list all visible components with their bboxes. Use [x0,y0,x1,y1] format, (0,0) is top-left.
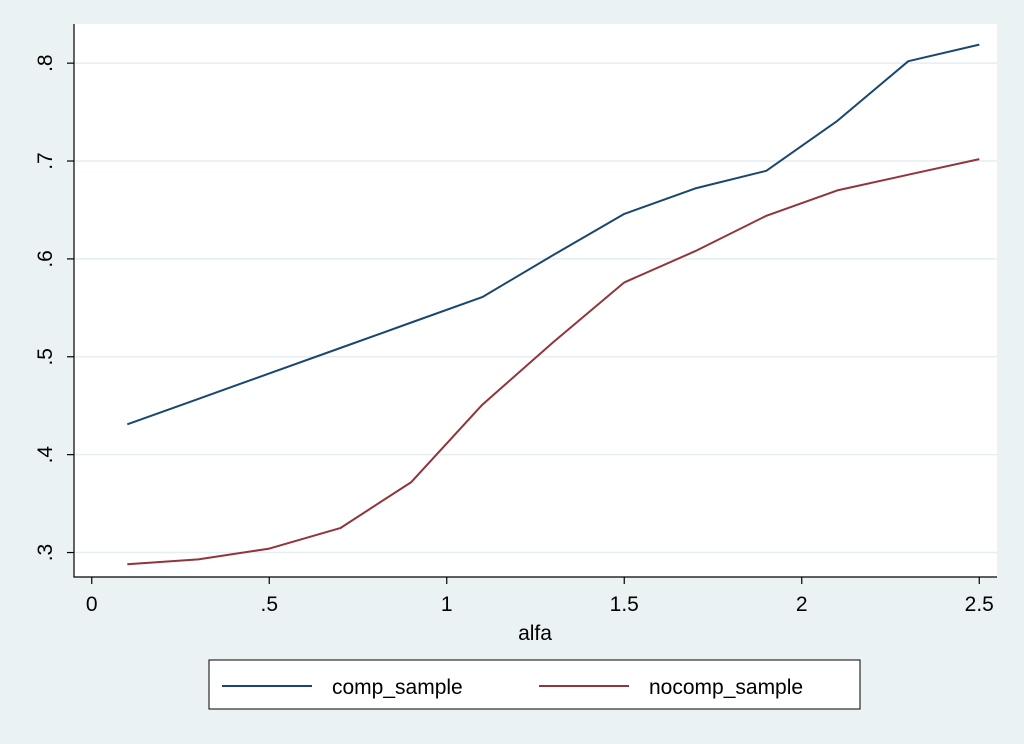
y-tick-label: .4 [34,446,57,464]
legend-box [208,659,861,710]
y-tick-label: .3 [34,544,57,562]
plot-area [74,24,997,577]
y-tick-label: .7 [34,152,57,170]
x-tick-label: 2 [796,593,808,616]
axes: .3 .4 .5 .6 .7 .8 0 .5 1 1.5 2 2.5 [34,24,997,616]
y-tick-label: .8 [34,54,57,72]
x-tick-label: 0 [86,593,98,616]
y-tick-label: .6 [34,250,57,268]
legend-label: nocomp_sample [649,676,803,699]
legend: comp_sample nocomp_sample [208,659,861,710]
x-tick-label: 1.5 [610,593,639,616]
legend-label: comp_sample [332,676,463,699]
y-tick-label: .5 [34,348,57,366]
x-axis-label: alfa [518,622,552,645]
series-line-nocomp_sample [127,158,980,566]
x-tick-label: 1 [441,593,453,616]
x-tick-label: 2.5 [965,593,994,616]
series-line-comp_sample [126,43,980,426]
x-tick-label: .5 [260,593,278,616]
series-lines [126,43,980,566]
